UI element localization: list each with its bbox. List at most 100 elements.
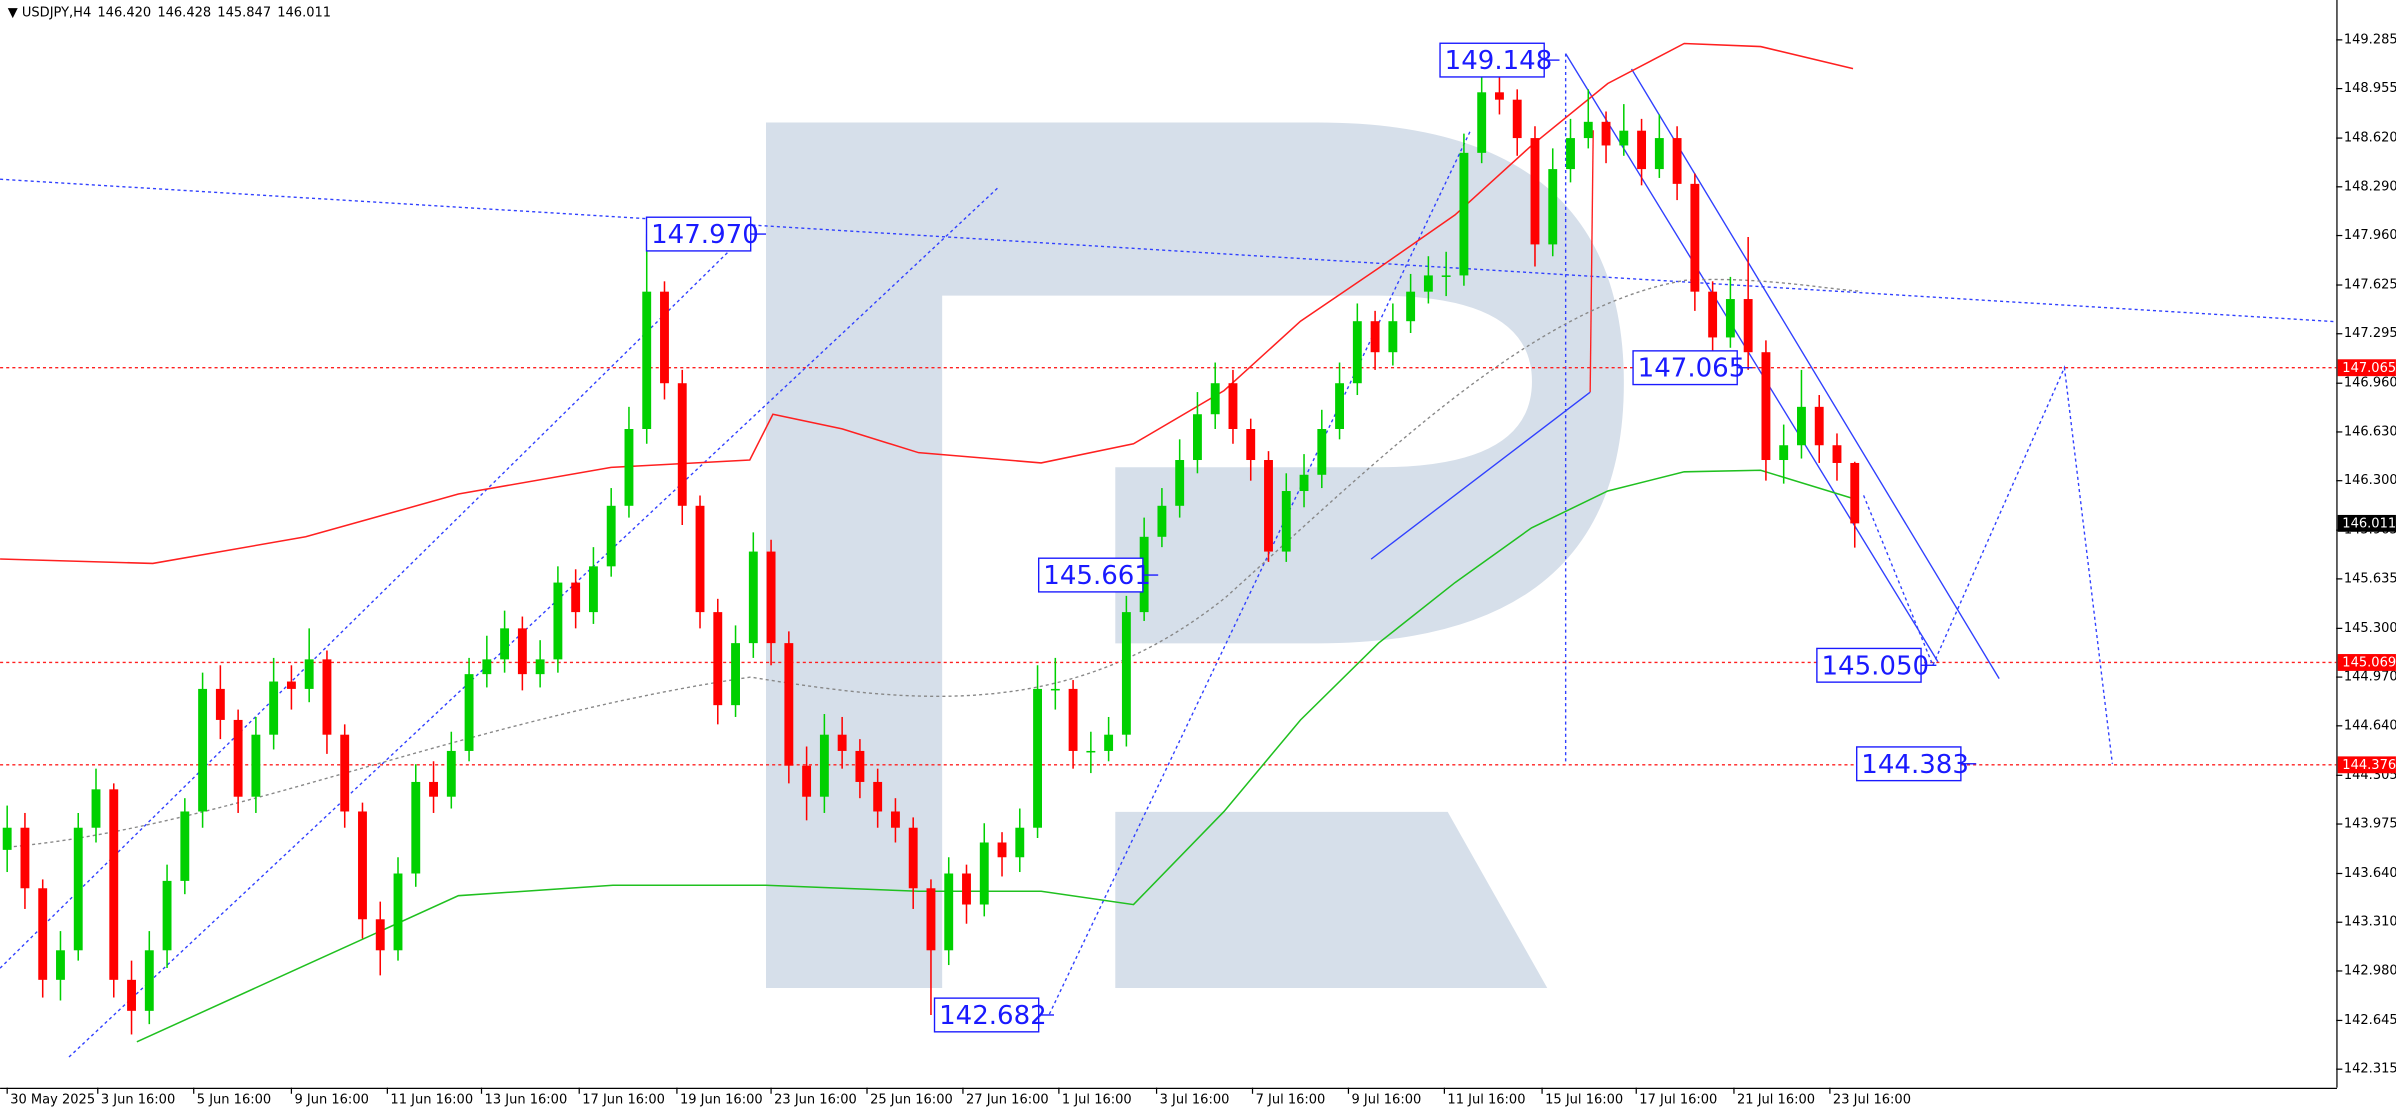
candle-body (109, 789, 119, 980)
x-tick-label: 17 Jul 16:00 (1639, 1092, 1717, 1107)
candle-body (1850, 462, 1860, 524)
y-tick-label: 148.290 (2344, 179, 2396, 194)
candle-body (1583, 121, 1593, 139)
level-label: 147.065 (2342, 361, 2396, 376)
candle-body (1086, 750, 1096, 753)
candle-body (233, 719, 243, 797)
x-tick-label: 11 Jul 16:00 (1447, 1092, 1525, 1107)
candle-body (482, 659, 492, 675)
candle-body (1352, 321, 1362, 384)
candle-body (1814, 406, 1824, 446)
candle-body (784, 643, 794, 766)
candle-body (713, 612, 723, 706)
y-tick-label: 148.955 (2344, 81, 2396, 96)
y-tick-label: 143.310 (2344, 915, 2396, 930)
candle-body (1406, 291, 1416, 322)
candle-body (1423, 275, 1433, 292)
candle-body (1192, 414, 1202, 461)
overlay-line (0, 42, 1854, 565)
candle-body (144, 950, 154, 1011)
watermark-logo (766, 122, 1624, 989)
candle-body (908, 827, 918, 889)
y-tick-label: 146.630 (2344, 424, 2396, 439)
candle-body (38, 888, 48, 980)
level-label: 144.376 (2342, 758, 2396, 773)
candle-body (1512, 99, 1522, 139)
candle-body (375, 919, 385, 951)
x-tick-label: 21 Jul 16:00 (1737, 1092, 1815, 1107)
y-tick-label: 144.970 (2344, 670, 2396, 685)
trend-line (1630, 68, 2000, 679)
candle-body (1281, 491, 1291, 552)
candle-body (215, 688, 225, 720)
candle-body (1725, 299, 1735, 338)
candle-body (1530, 138, 1540, 245)
overlay-line (1862, 365, 2114, 764)
candle-body (731, 643, 740, 706)
candle-body (1210, 383, 1220, 415)
x-tick-label: 23 Jun 16:00 (774, 1092, 857, 1107)
candle-body (251, 734, 261, 797)
y-tick-label: 143.975 (2344, 817, 2396, 832)
candle-body (393, 873, 403, 951)
candle-body (322, 659, 332, 735)
candle-body (286, 681, 296, 689)
x-tick-label: 7 Jul 16:00 (1256, 1092, 1326, 1107)
annotation-box (1816, 647, 1922, 683)
candle-body (2, 827, 12, 850)
header: ▼ USDJPY,H4 146.420 146.428 145.847 146.011 (8, 5, 331, 20)
candle-body (1654, 138, 1664, 170)
y-tick-label: 146.960 (2344, 376, 2396, 391)
candle-body (1708, 291, 1718, 338)
candle-body (1797, 406, 1806, 446)
x-tick-label: 15 Jul 16:00 (1545, 1092, 1623, 1107)
candle-body (677, 383, 687, 506)
x-tick-label: 9 Jul 16:00 (1352, 1092, 1422, 1107)
candle-body (1317, 428, 1327, 475)
candle-body (1335, 383, 1345, 429)
y-tick-label: 144.640 (2344, 718, 2396, 733)
candle-body (1050, 688, 1060, 691)
candle-body (1459, 152, 1469, 276)
candle-body (1619, 130, 1629, 146)
candle-body (855, 750, 865, 782)
y-tick-label: 147.960 (2344, 228, 2396, 243)
candle-body (304, 659, 314, 689)
current-price-box (2337, 514, 2396, 532)
collapse-icon: ▼ (8, 5, 22, 20)
candle-body (926, 888, 936, 951)
level-label: 145.069 (2342, 656, 2396, 671)
candle-body (180, 811, 190, 881)
annotation-box (1856, 746, 1962, 782)
candle-body (802, 765, 812, 797)
y-tick-label: 143.640 (2344, 866, 2396, 881)
y-tick-label: 146.300 (2344, 473, 2396, 488)
trend-line (1589, 130, 1594, 393)
quote-high: 146.428 (157, 5, 211, 20)
drawings (0, 53, 2337, 1058)
candle-body (500, 628, 510, 660)
annotation-label: 144.383 (1861, 750, 1969, 780)
candle-body (464, 674, 474, 751)
quote-close: 146.011 (277, 5, 331, 20)
candle-body (588, 566, 598, 613)
y-tick-label: 147.295 (2344, 326, 2396, 341)
annotation-box (1037, 557, 1144, 593)
candle-body (340, 734, 350, 812)
x-tick-label: 17 Jun 16:00 (582, 1092, 665, 1107)
y-tick-label: 145.635 (2344, 571, 2396, 586)
candle-body (873, 781, 883, 812)
candle-body (535, 659, 545, 675)
annotation-box (933, 997, 1040, 1033)
symbol: USDJPY,H4 (22, 5, 91, 20)
trend-line (1048, 129, 1472, 1015)
candle-body (1015, 827, 1025, 858)
candle-body (1068, 688, 1078, 751)
annotation-label: 147.065 (1638, 354, 1746, 384)
candle-body (198, 688, 208, 812)
candle-body (944, 873, 954, 951)
candle-body (1175, 460, 1185, 506)
candle-body (517, 628, 527, 675)
candle-body (1299, 474, 1309, 492)
candle-body (1157, 505, 1167, 537)
